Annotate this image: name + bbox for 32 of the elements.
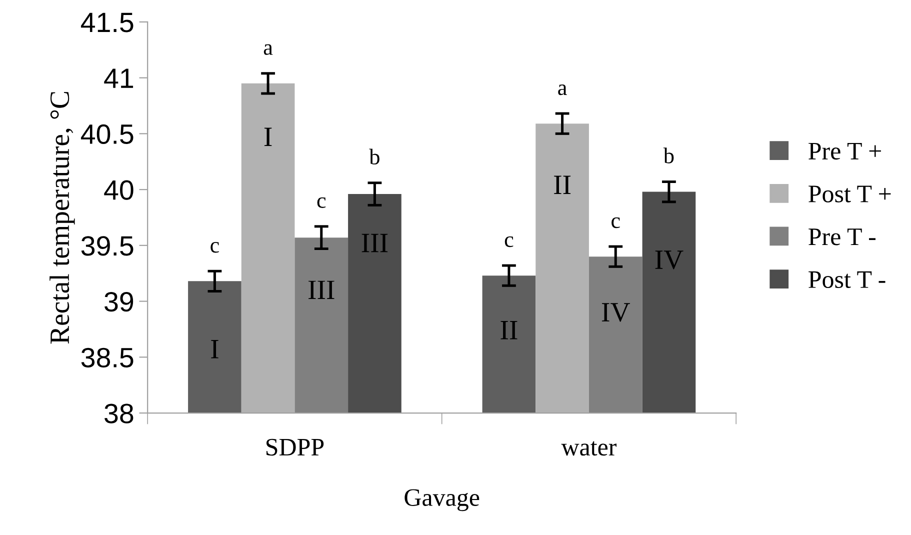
y-tick-label: 39 [104,292,134,312]
y-tick-label: 40.5 [80,124,134,144]
y-tick-label: 39.5 [81,236,134,256]
annotation: IV [655,250,684,270]
y-axis-title: Rectal temperature, °C [50,92,75,344]
y-tick-label: 38 [104,404,134,424]
data-label: c [612,217,620,228]
y-tick-label: 41.5 [80,12,134,32]
data-label: a [264,44,273,55]
data-label: c [317,197,326,208]
annotation: III [308,280,334,300]
x-tick-label: water [561,441,616,456]
x-tick-label: SDPP [266,438,324,456]
data-label: b [369,148,380,164]
data-label: c [210,242,219,253]
data-label: c [504,236,514,248]
legend-label: Post T - [808,271,886,288]
legend-label: Pre T - [808,228,876,246]
annotation: IV [602,303,630,322]
annotation: II [500,321,518,340]
y-tick-label: 40 [104,180,134,200]
annotation: III [362,234,388,252]
y-tick-label: 38.5 [81,348,134,368]
annotation: I [264,128,272,146]
annotation: I [211,340,218,358]
data-label: b [663,148,674,164]
legend-label: Pre T + [808,142,881,160]
annotation: II [554,176,571,194]
x-axis-title: Gavage [404,489,480,512]
data-label: a [558,84,567,96]
legend-label: Post T + [808,186,891,202]
y-tick-label: 41 [104,68,134,88]
